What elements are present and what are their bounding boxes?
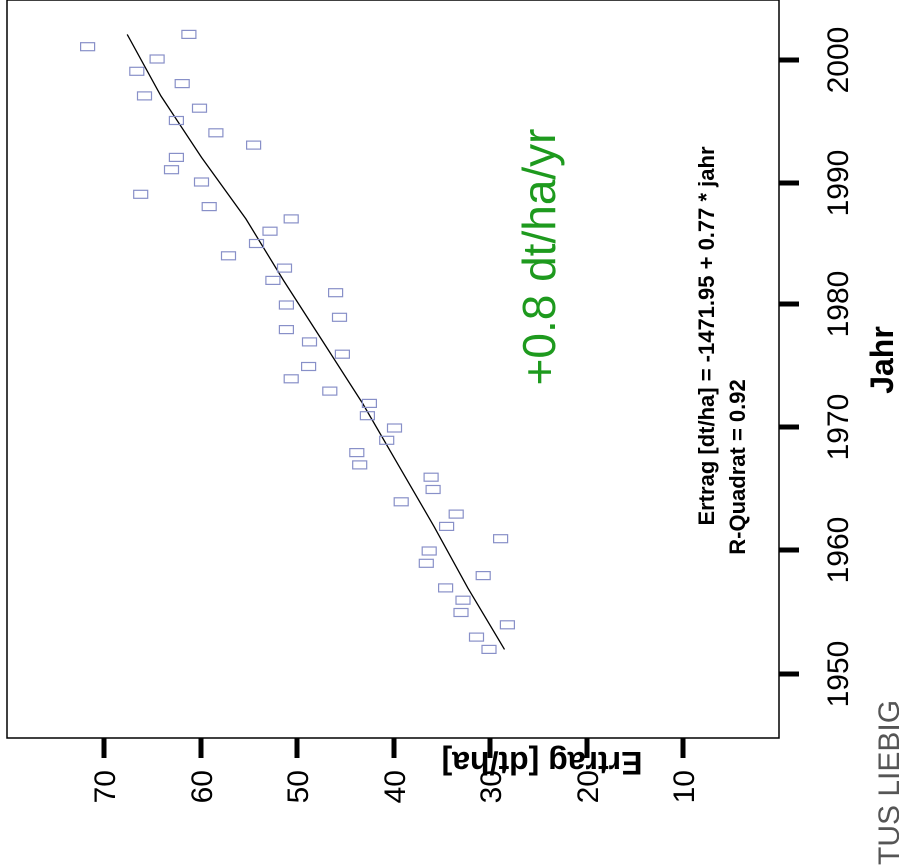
x-axis-title: Jahr xyxy=(864,326,899,394)
x-tick-1980: 1980 xyxy=(779,271,855,338)
y-tick-label-60: 60 xyxy=(186,770,219,803)
y-tick-10: 10 xyxy=(668,738,701,803)
y-tick-label-70: 70 xyxy=(89,770,122,803)
data-point-1977 xyxy=(301,337,318,347)
data-point-1993 xyxy=(246,140,262,150)
data-point-1970 xyxy=(386,423,403,433)
x-tick-label-2000: 2000 xyxy=(822,27,855,94)
y-tick-label-10: 10 xyxy=(668,770,701,803)
data-point-1955 xyxy=(453,607,469,618)
y-tick-label-20: 20 xyxy=(572,770,605,803)
data-point-1952 xyxy=(481,644,497,655)
y-tick-50: 50 xyxy=(282,738,315,803)
data-point-1980 xyxy=(278,300,294,310)
y-axis: 10 20 30 40 50 60 70 Ertrag [dt/ha] xyxy=(89,738,701,803)
data-point-1965 xyxy=(425,484,441,495)
data-point-1985 xyxy=(248,238,265,249)
watermark-text: TUS LIEBIG xyxy=(873,700,899,865)
y-tick-60: 60 xyxy=(186,738,219,803)
data-point-1981 xyxy=(328,288,344,298)
x-tick-1960: 1960 xyxy=(779,517,855,584)
rate-annotation: +0.8 dt/ha/yr xyxy=(513,129,565,386)
data-point-1962 xyxy=(439,521,455,532)
x-tick-1990: 1990 xyxy=(779,150,855,217)
trend-line xyxy=(126,34,506,650)
x-axis: 1950 1960 1970 1980 1990 2000 Jahr xyxy=(779,27,899,708)
data-point-1992 xyxy=(168,152,184,162)
data-points xyxy=(79,29,515,655)
data-point-2001 xyxy=(79,42,96,52)
data-point-1958 xyxy=(475,570,491,581)
data-point-1960 xyxy=(421,546,437,556)
x-tick-1950: 1950 xyxy=(779,641,855,708)
data-point-1968 xyxy=(349,448,365,458)
x-tick-label-1960: 1960 xyxy=(822,517,855,584)
data-point-1953 xyxy=(468,632,485,642)
data-point-1956 xyxy=(455,595,471,605)
x-tick-label-1950: 1950 xyxy=(822,641,855,708)
data-point-1966 xyxy=(423,472,439,482)
data-point-1967 xyxy=(352,460,368,470)
data-point-1978 xyxy=(278,325,294,335)
y-tick-40: 40 xyxy=(379,738,412,803)
data-point-1994 xyxy=(208,128,224,138)
x-tick-label-1970: 1970 xyxy=(822,394,855,461)
x-tick-label-1990: 1990 xyxy=(822,150,855,217)
data-point-1963 xyxy=(448,509,464,519)
data-point-1971 xyxy=(359,411,375,421)
data-point-1959 xyxy=(418,558,434,568)
y-axis-title: Ertrag [dt/ha] xyxy=(442,745,643,781)
x-tick-1970: 1970 xyxy=(779,394,855,461)
y-tick-label-50: 50 xyxy=(282,770,315,803)
y-tick-20: 20 xyxy=(572,738,605,803)
y-tick-label-40: 40 xyxy=(379,770,412,803)
data-point-1989 xyxy=(133,189,149,199)
x-tick-label-1980: 1980 xyxy=(822,271,855,338)
data-point-1987 xyxy=(283,214,299,224)
data-point-1990 xyxy=(193,177,210,187)
data-point-1972 xyxy=(361,398,377,408)
data-point-1984 xyxy=(220,251,237,261)
data-point-1986 xyxy=(262,226,278,236)
regression-equation: Ertrag [dt/ha] = -1471.95 + 0.77 * jahr xyxy=(694,146,719,525)
data-point-1954 xyxy=(499,620,515,630)
data-point-1995 xyxy=(168,115,184,126)
data-point-1964 xyxy=(393,497,409,507)
data-point-1973 xyxy=(322,386,338,396)
data-point-1997 xyxy=(136,91,153,101)
data-point-1957 xyxy=(438,583,454,593)
data-point-1976 xyxy=(334,349,350,359)
plot-frame xyxy=(6,0,780,739)
y-tick-label-30: 30 xyxy=(475,770,508,803)
data-point-1983 xyxy=(276,263,293,273)
data-point-1961 xyxy=(493,534,509,544)
y-tick-30: 30 xyxy=(475,738,508,803)
data-point-1974 xyxy=(283,374,299,384)
data-point-1998 xyxy=(174,78,190,89)
x-tick-2000: 2000 xyxy=(779,27,855,94)
data-point-1991 xyxy=(163,165,180,175)
data-point-1999 xyxy=(129,66,145,76)
data-point-1979 xyxy=(331,312,348,322)
y-tick-70: 70 xyxy=(89,738,122,803)
r-squared-label: R-Quadrat = 0.92 xyxy=(725,379,750,554)
data-point-1996 xyxy=(191,103,208,113)
data-point-1982 xyxy=(265,275,281,285)
data-point-2000 xyxy=(149,54,165,64)
data-point-1969 xyxy=(379,435,395,445)
data-point-1988 xyxy=(201,202,217,212)
data-point-2002 xyxy=(181,29,197,39)
data-point-1975 xyxy=(301,361,317,372)
